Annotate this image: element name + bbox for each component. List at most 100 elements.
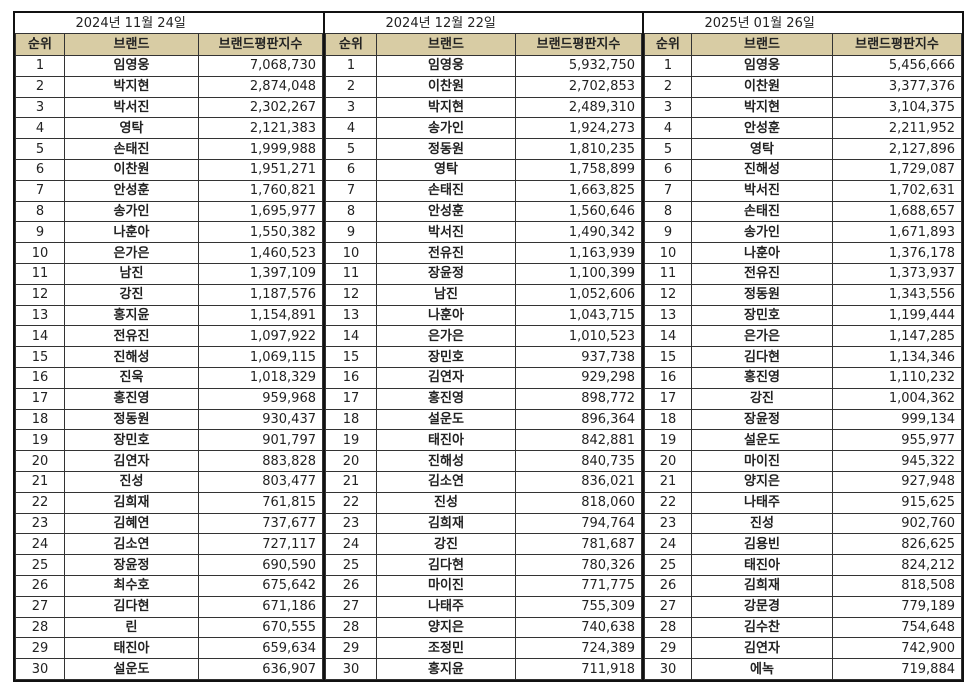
table-row: 25 김다현 780,326 — [325, 554, 642, 576]
table-row: 16 홍진영 1,110,232 — [644, 366, 962, 389]
score-cell: 2,874,048 — [198, 75, 323, 98]
brand-cell: 마이진 — [376, 574, 516, 597]
brand-cell: 홍진영 — [691, 366, 833, 389]
rank-cell: 30 — [325, 658, 377, 680]
score-cell: 1,343,556 — [832, 283, 962, 306]
score-cell: 937,738 — [515, 346, 642, 368]
table-row: 6 영탁 1,758,899 — [325, 158, 642, 181]
table-row: 11 남진 1,397,109 — [15, 262, 323, 285]
header-row: 순위 브랜드 브랜드평판지수 — [325, 33, 642, 56]
table-row: 6 이찬원 1,951,271 — [15, 158, 323, 181]
score-cell: 742,900 — [832, 637, 962, 660]
score-cell: 902,760 — [832, 512, 962, 535]
score-cell: 1,397,109 — [198, 262, 323, 285]
rank-cell: 19 — [644, 429, 692, 452]
table-row: 30 설운도 636,907 — [15, 658, 323, 680]
table-row: 7 손태진 1,663,825 — [325, 179, 642, 202]
table-row: 18 정동원 930,437 — [15, 408, 323, 431]
rank-cell: 26 — [15, 574, 65, 597]
score-cell: 945,322 — [832, 450, 962, 472]
brand-cell: 남진 — [64, 262, 199, 285]
rank-cell: 23 — [325, 512, 377, 535]
rank-cell: 15 — [325, 346, 377, 368]
brand-cell: 태진아 — [64, 637, 199, 660]
brand-cell: 강진 — [64, 283, 199, 306]
brand-header: 브랜드 — [376, 33, 516, 56]
table-row: 21 김소연 836,021 — [325, 470, 642, 493]
rank-cell: 1 — [325, 55, 377, 77]
score-cell: 724,389 — [515, 637, 642, 660]
table-row: 10 전유진 1,163,939 — [325, 242, 642, 264]
rank-cell: 6 — [325, 158, 377, 181]
score-cell: 1,134,346 — [832, 346, 962, 368]
table-row: 22 김희재 761,815 — [15, 491, 323, 514]
brand-cell: 홍진영 — [64, 387, 199, 410]
table-row: 30 홍지윤 711,918 — [325, 658, 642, 680]
brand-cell: 홍지윤 — [376, 658, 516, 680]
score-cell: 1,810,235 — [515, 138, 642, 160]
table-row: 21 양지은 927,948 — [644, 470, 962, 493]
table-row: 30 에녹 719,884 — [644, 658, 962, 680]
brand-cell: 임영웅 — [64, 55, 199, 77]
brand-cell: 김수찬 — [691, 616, 833, 639]
rank-cell: 25 — [15, 554, 65, 576]
score-cell: 824,212 — [832, 554, 962, 576]
table-row: 27 김다현 671,186 — [15, 595, 323, 618]
brand-cell: 이찬원 — [64, 158, 199, 181]
brand-cell: 김다현 — [64, 595, 199, 618]
score-cell: 1,688,657 — [832, 200, 962, 223]
brand-cell: 임영웅 — [691, 55, 833, 77]
table-row: 7 박서진 1,702,631 — [644, 179, 962, 202]
score-cell: 1,069,115 — [198, 346, 323, 368]
table-row: 26 김희재 818,508 — [644, 574, 962, 597]
table-row: 13 장민호 1,199,444 — [644, 304, 962, 327]
rank-cell: 5 — [15, 138, 65, 160]
brand-cell: 은가은 — [64, 242, 199, 264]
score-cell: 1,550,382 — [198, 221, 323, 244]
rank-cell: 20 — [644, 450, 692, 472]
table-row: 8 손태진 1,688,657 — [644, 200, 962, 223]
score-cell: 690,590 — [198, 554, 323, 576]
brand-cell: 영탁 — [691, 138, 833, 160]
rank-cell: 24 — [644, 533, 692, 556]
rank-cell: 16 — [644, 366, 692, 389]
score-cell: 727,117 — [198, 533, 323, 556]
brand-cell: 박지현 — [691, 96, 833, 119]
score-cell: 2,302,267 — [198, 96, 323, 119]
rank-cell: 30 — [644, 658, 692, 680]
table-row: 26 최수호 675,642 — [15, 574, 323, 597]
brand-cell: 진해성 — [691, 158, 833, 181]
brand-cell: 김연자 — [64, 450, 199, 472]
table-row: 11 전유진 1,373,937 — [644, 262, 962, 285]
brand-cell: 전유진 — [691, 262, 833, 285]
rank-cell: 14 — [325, 325, 377, 348]
score-cell: 2,121,383 — [198, 117, 323, 140]
rank-cell: 21 — [325, 470, 377, 493]
brand-cell: 김희재 — [376, 512, 516, 535]
table-row: 1 임영웅 5,456,666 — [644, 55, 962, 77]
score-cell: 5,932,750 — [515, 55, 642, 77]
rank-cell: 17 — [325, 387, 377, 410]
score-cell: 1,163,939 — [515, 242, 642, 264]
table-row: 26 마이진 771,775 — [325, 574, 642, 597]
table-row: 27 나태주 755,309 — [325, 595, 642, 618]
score-cell: 1,004,362 — [832, 387, 962, 410]
brand-cell: 박지현 — [64, 75, 199, 98]
brand-cell: 진성 — [376, 491, 516, 514]
table-row: 4 안성훈 2,211,952 — [644, 117, 962, 140]
rank-cell: 3 — [15, 96, 65, 119]
table-row: 19 태진아 842,881 — [325, 429, 642, 452]
brand-cell: 손태진 — [691, 200, 833, 223]
table-row: 28 양지은 740,638 — [325, 616, 642, 639]
rank-cell: 10 — [15, 242, 65, 264]
score-cell: 840,735 — [515, 450, 642, 472]
score-cell: 794,764 — [515, 512, 642, 535]
brand-cell: 설운도 — [376, 408, 516, 431]
score-cell: 1,460,523 — [198, 242, 323, 264]
score-cell: 1,671,893 — [832, 221, 962, 244]
table-row: 21 진성 803,477 — [15, 470, 323, 493]
score-cell: 898,772 — [515, 387, 642, 410]
table-row: 2 이찬원 2,702,853 — [325, 75, 642, 98]
table-row: 24 김용빈 826,625 — [644, 533, 962, 556]
table-row: 1 임영웅 7,068,730 — [15, 55, 323, 77]
